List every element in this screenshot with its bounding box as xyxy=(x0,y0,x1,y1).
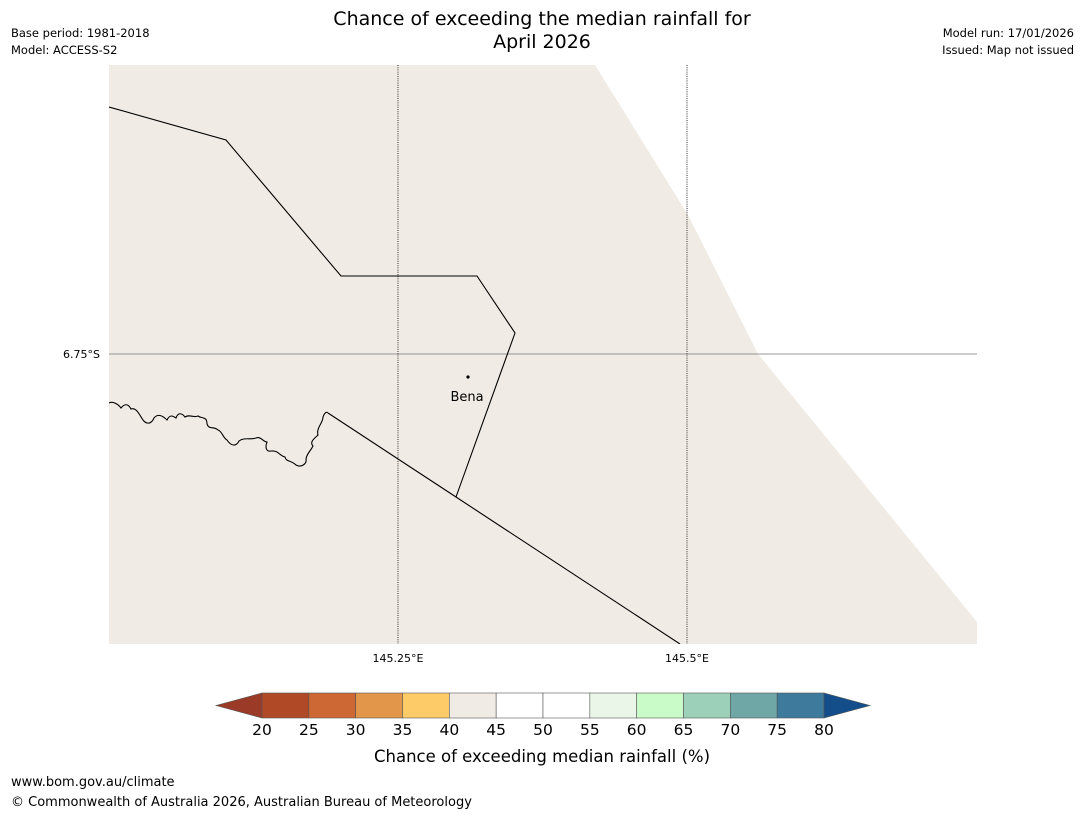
river xyxy=(109,401,329,467)
map-panel: Bena 6.75°S 145.25°E 145.5°E xyxy=(63,65,977,665)
colorbar-tick-label: 80 xyxy=(814,721,834,739)
footer-copyright: © Commonwealth of Australia 2026, Austra… xyxy=(11,795,472,810)
land-area xyxy=(109,65,977,644)
base-period: Base period: 1981-2018 xyxy=(11,26,150,40)
metadata-right: Model run: 17/01/2026 Issued: Map not is… xyxy=(942,25,1074,59)
colorbar-segment xyxy=(402,692,450,719)
colorbar-tick-label: 40 xyxy=(439,721,459,739)
colorbar-segment xyxy=(542,692,591,719)
colorbar-segment xyxy=(730,692,778,719)
place-marker xyxy=(466,375,470,379)
colorbar-tick-label: 65 xyxy=(674,721,694,739)
longitude-label-145-25: 145.25°E xyxy=(373,652,424,665)
colorbar-ticks: 20 25 30 35 40 45 50 55 60 65 70 75 80 xyxy=(252,721,834,739)
colorbar-segment xyxy=(261,692,310,719)
colorbar-segment xyxy=(776,692,825,719)
model-name: Model: ACCESS-S2 xyxy=(11,43,118,57)
colorbar-tick-label: 45 xyxy=(486,721,506,739)
colorbar-tick-label: 35 xyxy=(393,721,413,739)
colorbar-tick-label: 30 xyxy=(346,721,366,739)
colorbar-segment xyxy=(495,692,544,719)
longitude-label-145-5: 145.5°E xyxy=(665,652,709,665)
colorbar: 20 25 30 35 40 45 50 55 60 65 70 75 80 Chance of exc… xyxy=(214,692,872,766)
colorbar-tick-label: 70 xyxy=(720,721,740,739)
colorbar-over-arrow xyxy=(823,692,872,719)
model-run: Model run: 17/01/2026 xyxy=(942,26,1074,40)
colorbar-segment xyxy=(449,692,497,719)
title-line-1: Chance of exceeding the median rainfall … xyxy=(333,8,751,30)
map-title: Chance of exceeding the median rainfall … xyxy=(242,8,842,54)
colorbar-tick-label: 55 xyxy=(580,721,600,739)
issued-status: Issued: Map not issued xyxy=(942,43,1074,57)
colorbar-tick-label: 75 xyxy=(767,721,787,739)
colorbar-segment xyxy=(308,692,356,719)
colorbar-under-arrow xyxy=(214,692,263,719)
colorbar-tick-label: 25 xyxy=(299,721,319,739)
colorbar-tick-label: 20 xyxy=(252,721,272,739)
colorbar-tick-label: 60 xyxy=(627,721,647,739)
colorbar-segment xyxy=(636,692,684,719)
metadata-left: Base period: 1981-2018 Model: ACCESS-S2 xyxy=(11,25,150,59)
colorbar-segment xyxy=(683,692,731,719)
place-label: Bena xyxy=(450,390,483,405)
latitude-label: 6.75°S xyxy=(63,348,100,361)
colorbar-segments xyxy=(261,692,825,719)
province-boundary-south xyxy=(327,412,681,644)
colorbar-tick-label: 50 xyxy=(533,721,553,739)
colorbar-label: Chance of exceeding median rainfall (%) xyxy=(374,747,710,766)
colorbar-segment xyxy=(355,692,403,719)
province-boundary-north xyxy=(109,106,516,498)
title-line-2: April 2026 xyxy=(493,31,591,53)
colorbar-segment xyxy=(589,692,637,719)
footer-url: www.bom.gov.au/climate xyxy=(11,775,175,790)
